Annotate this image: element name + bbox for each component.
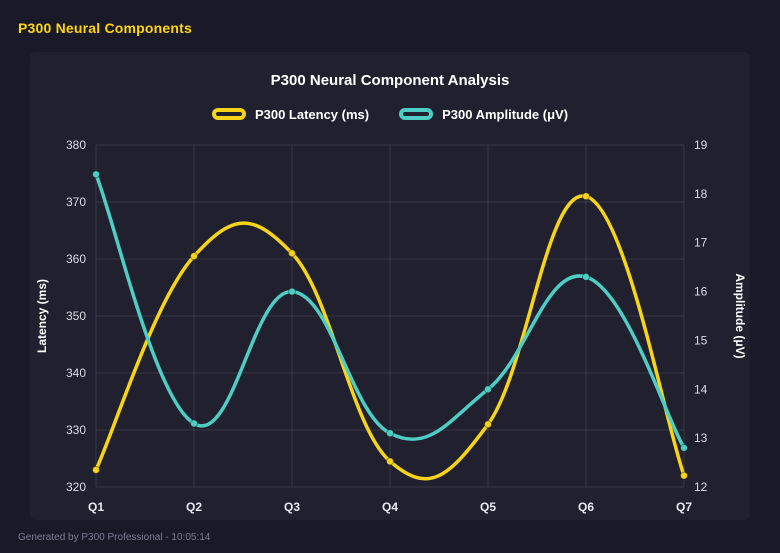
right-tick-label: 14 — [694, 382, 708, 396]
right-tick-label: 17 — [694, 236, 708, 250]
x-tick-label: Q3 — [284, 500, 300, 514]
right-tick-label: 19 — [694, 138, 708, 152]
right-tick-label: 12 — [694, 480, 708, 494]
left-tick-label: 350 — [66, 309, 86, 323]
data-point[interactable] — [680, 471, 688, 480]
data-point[interactable] — [288, 249, 296, 258]
legend-label: P300 Latency (ms) — [254, 106, 370, 122]
footer-status: Generated by P300 Professional - 10:05:1… — [18, 532, 211, 543]
left-tick-label: 320 — [66, 480, 86, 494]
x-tick-label: Q7 — [676, 500, 692, 514]
left-tick-label: 380 — [66, 138, 86, 152]
right-tick-label: 13 — [694, 431, 708, 445]
left-tick-label: 340 — [66, 366, 86, 380]
right-tick-label: 15 — [694, 333, 708, 347]
chart-title: P300 Neural Component Analysis — [270, 72, 510, 89]
data-point[interactable] — [190, 252, 198, 261]
right-tick-label: 18 — [694, 187, 708, 201]
data-point[interactable] — [386, 457, 394, 466]
chart-legend: P300 Latency (ms) P300 Amplitude (μV) — [30, 103, 750, 125]
chart-panel: P300 Neural Component Analysis P300 Late… — [30, 52, 750, 520]
data-point[interactable] — [288, 287, 296, 296]
line-chart: Q1 Q2 Q3 Q4 Q5 Q6 Q7 320 330 340 350 360 370 380 12 13 1… — [35, 138, 747, 514]
legend-swatch — [211, 108, 246, 120]
legend-swatch — [399, 108, 434, 120]
left-axis-title: Latency (ms) — [35, 279, 49, 353]
data-point[interactable] — [680, 443, 688, 452]
legend-item[interactable]: P300 Latency (ms) — [211, 106, 370, 122]
data-point[interactable] — [582, 272, 590, 281]
x-tick-label: Q5 — [480, 500, 496, 514]
data-point[interactable] — [190, 419, 198, 428]
data-point[interactable] — [92, 170, 100, 179]
data-point[interactable] — [582, 192, 590, 201]
data-point[interactable] — [92, 465, 100, 474]
x-tick-label: Q1 — [88, 500, 104, 514]
data-point[interactable] — [484, 385, 492, 394]
left-tick-label: 370 — [66, 195, 86, 209]
x-tick-label: Q6 — [578, 500, 594, 514]
x-tick-label: Q4 — [382, 500, 398, 514]
legend-label: P300 Amplitude (μV) — [442, 106, 569, 122]
data-point[interactable] — [484, 420, 492, 429]
legend-item[interactable]: P300 Amplitude (μV) — [399, 107, 568, 122]
right-axis-title: Amplitude (μV) — [733, 273, 747, 358]
right-tick-label: 16 — [694, 285, 708, 299]
left-tick-label: 330 — [66, 423, 86, 437]
left-tick-label: 360 — [66, 252, 86, 266]
page-title: P300 Neural Components — [18, 20, 192, 36]
data-point[interactable] — [386, 429, 394, 438]
x-tick-label: Q2 — [186, 500, 202, 514]
